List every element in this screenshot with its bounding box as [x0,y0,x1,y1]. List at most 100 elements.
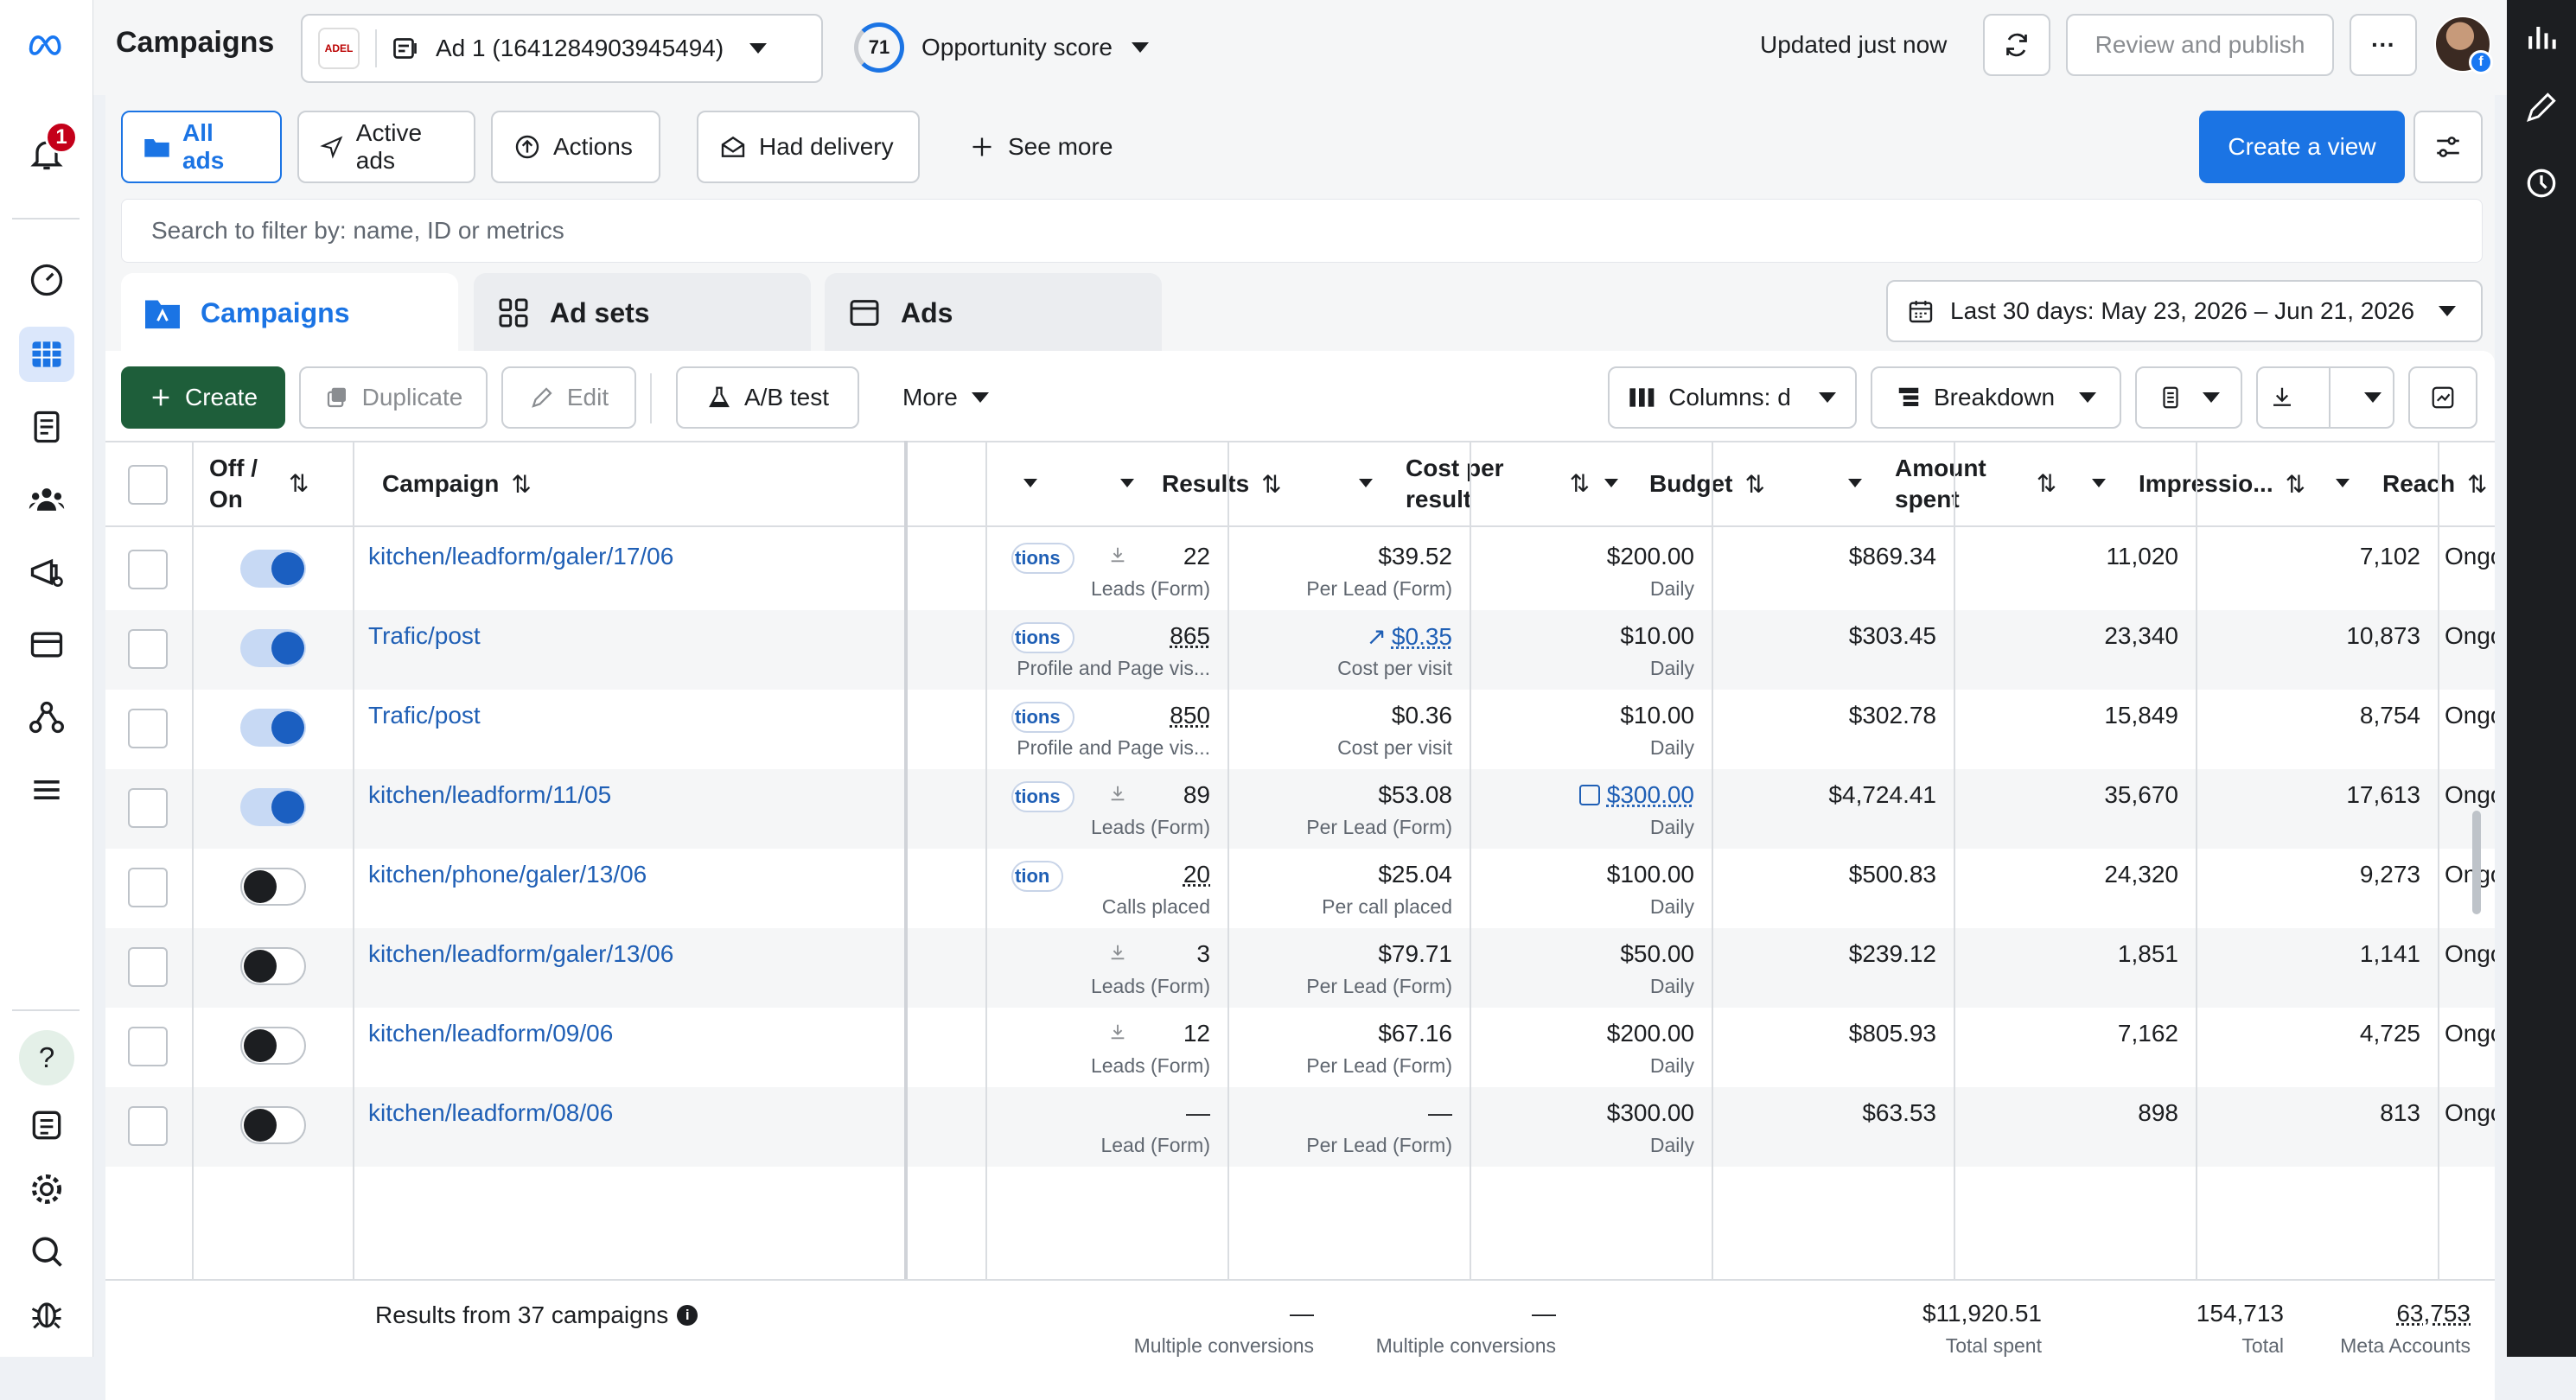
tab-ads[interactable]: Ads [825,273,1162,353]
row-checkbox[interactable] [128,550,168,589]
help-question-icon[interactable]: ? [19,1030,74,1085]
row-checkbox[interactable] [128,947,168,987]
campaign-name-link[interactable]: Trafic/post [368,702,481,729]
filter-all-ads[interactable]: All ads [121,111,282,183]
search-icon[interactable] [19,1224,74,1279]
chevron-down-icon[interactable] [1604,479,1618,487]
chevron-down-icon[interactable] [2336,479,2350,487]
date-range-picker[interactable]: Last 30 days: May 23, 2026 – Jun 21, 202… [1886,280,2483,342]
charts-button[interactable] [2408,366,2477,429]
sort-icon[interactable]: ⇅ [2467,470,2487,499]
meta-logo-icon[interactable] [19,17,74,73]
table-row[interactable]: kitchen/leadform/galer/13/06 3 Leads (Form… [105,928,2495,1008]
campaign-name-link[interactable]: Trafic/post [368,622,481,650]
budget-link[interactable]: $300.00 [1489,781,1694,809]
filter-settings-button[interactable] [2413,111,2483,183]
chevron-down-icon[interactable] [2092,479,2106,487]
columns-dropdown[interactable]: Columns: d [1608,366,1857,429]
more-actions-dropdown[interactable]: More [902,366,989,429]
table-row[interactable]: Trafic/post tions 850 Profile and Page vis.… [105,690,2495,769]
chevron-down-icon[interactable] [1848,479,1862,487]
cost-per-result-link[interactable]: ↗ $0.35 [1247,622,1452,651]
sort-icon[interactable]: ⇅ [2286,470,2305,499]
campaign-toggle[interactable] [240,1106,306,1144]
column-off-on[interactable]: Off / On ⇅ [209,442,365,525]
bar-chart-icon[interactable] [2522,17,2560,55]
sort-icon[interactable]: ⇅ [511,470,531,499]
sort-icon[interactable]: ⇅ [1261,470,1281,499]
column-impressions[interactable]: Impressio... ⇅ [2120,442,2362,525]
sort-icon[interactable]: ⇅ [2037,468,2056,500]
table-row[interactable]: kitchen/leadform/09/06 12 Leads (Form) $67.… [105,1008,2495,1087]
row-checkbox[interactable] [128,629,168,669]
filter-actions[interactable]: Actions [491,111,660,183]
campaign-name-link[interactable]: kitchen/phone/galer/13/06 [368,861,647,888]
edit-pencil-icon[interactable] [2522,88,2560,126]
column-cost-per-result[interactable]: Cost per result ⇅ [1388,442,1630,525]
pages-document-icon[interactable] [19,399,74,455]
opportunity-score[interactable]: 71 Opportunity score [854,19,1149,76]
breakdown-dropdown[interactable]: Breakdown [1871,366,2121,429]
campaign-megaphone-icon[interactable] [19,544,74,600]
row-checkbox[interactable] [128,1106,168,1146]
ab-test-button[interactable]: A/B test [676,366,859,429]
campaign-toggle[interactable] [240,947,306,985]
tab-campaigns[interactable]: Campaigns [121,273,458,353]
filter-had-delivery[interactable]: Had delivery [697,111,920,183]
billing-card-icon[interactable] [19,617,74,672]
column-results[interactable]: Results ⇅ [1146,442,1385,525]
column-campaign[interactable]: Campaign ⇅ [372,442,1055,525]
row-checkbox[interactable] [128,709,168,748]
campaign-name-link[interactable]: kitchen/leadform/09/06 [368,1020,613,1047]
notifications-bell-icon[interactable]: 1 [19,126,74,181]
reports-dropdown[interactable] [2135,366,2242,429]
history-clock-icon[interactable] [2522,164,2560,202]
select-all-checkbox[interactable] [128,465,168,505]
ads-manager-table-icon[interactable] [19,327,74,382]
campaign-name-link[interactable]: kitchen/leadform/galer/13/06 [368,940,673,968]
column-amount-spent[interactable]: Amount spent ⇅ [1876,442,2118,525]
campaign-toggle[interactable] [240,709,306,747]
filter-active-ads[interactable]: Active ads [297,111,475,183]
table-row[interactable]: Trafic/post tions 865 Profile and Page vis.… [105,610,2495,690]
feedback-list-icon[interactable] [19,1098,74,1153]
see-more-filters[interactable]: See more [970,111,1113,183]
column-hidden-chevron[interactable] [1063,442,1141,525]
campaign-toggle[interactable] [240,550,306,588]
audiences-people-icon[interactable] [19,472,74,527]
chevron-down-icon[interactable] [1359,479,1373,487]
review-publish-button[interactable]: Review and publish [2066,14,2334,76]
campaign-name-link[interactable]: kitchen/leadform/11/05 [368,781,611,809]
refresh-button[interactable] [1983,14,2050,76]
more-options-button[interactable]: ··· [2350,14,2417,76]
campaign-toggle[interactable] [240,1027,306,1065]
sort-icon[interactable]: ⇅ [289,468,309,500]
bug-report-icon[interactable] [19,1286,74,1341]
export-dropdown[interactable] [2256,366,2394,429]
tab-ad-sets[interactable]: Ad sets [474,273,811,353]
edit-button[interactable]: Edit [501,366,636,429]
sort-icon[interactable]: ⇅ [1744,470,1764,499]
info-icon[interactable]: i [677,1305,698,1326]
row-checkbox[interactable] [128,1027,168,1066]
row-checkbox[interactable] [128,868,168,907]
campaign-name-link[interactable]: kitchen/leadform/galer/17/06 [368,543,673,570]
ad-account-selector[interactable]: ADEL Ad 1 (1641284903945494) [301,14,823,83]
table-row[interactable]: kitchen/leadform/11/05 tions 89 Leads (Form… [105,769,2495,849]
events-manager-icon[interactable] [19,690,74,745]
sort-icon[interactable]: ⇅ [1570,468,1590,500]
campaign-name-link[interactable]: kitchen/leadform/08/06 [368,1099,613,1127]
dashboard-gauge-icon[interactable] [19,252,74,308]
create-button[interactable]: Create [121,366,285,429]
chevron-down-icon[interactable] [1023,479,1037,487]
duplicate-button[interactable]: Duplicate [299,366,488,429]
table-row[interactable]: kitchen/leadform/08/06 — Lead (Form) — Per L… [105,1087,2495,1167]
chevron-down-icon[interactable] [1120,479,1134,487]
column-budget[interactable]: Budget ⇅ [1632,442,1874,525]
campaign-toggle[interactable] [240,629,306,667]
column-reach[interactable]: Reach ⇅ [2363,442,2576,525]
campaign-toggle[interactable] [240,868,306,906]
settings-gear-icon[interactable] [19,1161,74,1217]
campaign-toggle[interactable] [240,788,306,826]
search-input[interactable]: Search to filter by: name, ID or metrics [121,199,2483,263]
